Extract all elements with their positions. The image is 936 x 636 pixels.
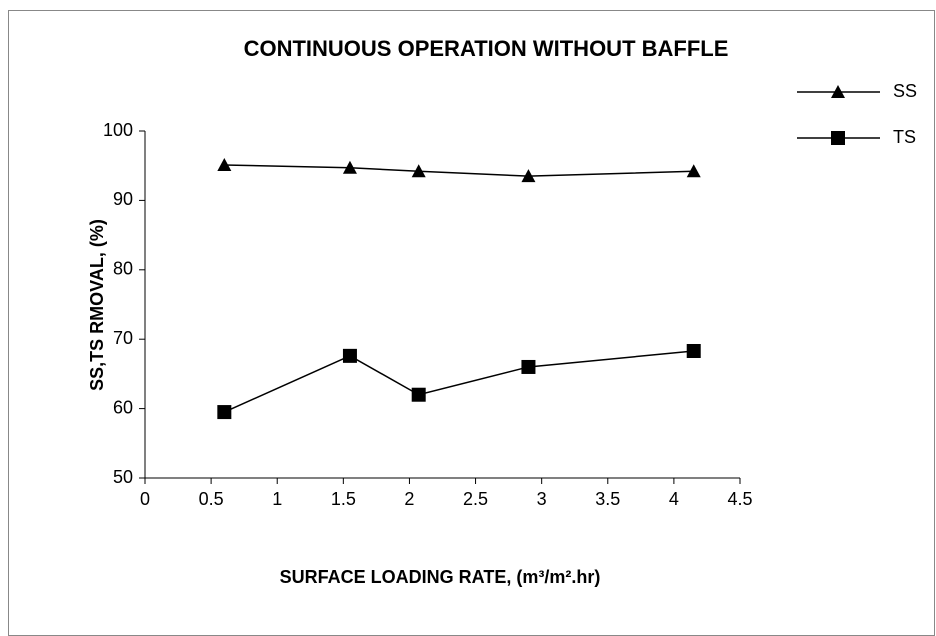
chart-title: CONTINUOUS OPERATION WITHOUT BAFFLE <box>244 36 729 61</box>
legend-marker <box>831 85 845 98</box>
x-axis-label: SURFACE LOADING RATE, (m³/m².hr) <box>280 567 601 587</box>
marker <box>342 348 357 363</box>
marker <box>342 160 357 174</box>
frame <box>8 10 935 636</box>
x-tick-label: 2 <box>404 489 414 509</box>
x-tick-label: 2.5 <box>463 489 488 509</box>
x-tick-label: 3.5 <box>595 489 620 509</box>
y-tick-label: 90 <box>113 189 133 209</box>
x-tick-label: 0.5 <box>199 489 224 509</box>
marker <box>411 164 426 178</box>
y-tick-label: 70 <box>113 328 133 348</box>
y-tick-label: 80 <box>113 259 133 279</box>
y-axis-label: SS,TS RMOVAL, (%) <box>87 219 107 391</box>
legend-label: TS <box>893 127 916 147</box>
marker <box>217 405 232 420</box>
x-tick-label: 3 <box>537 489 547 509</box>
y-tick-label: 50 <box>113 467 133 487</box>
series-line <box>224 164 694 177</box>
marker <box>521 359 536 374</box>
x-tick-label: 1 <box>272 489 282 509</box>
marker <box>217 158 232 172</box>
y-tick-label: 100 <box>103 120 133 140</box>
x-tick-label: 1.5 <box>331 489 356 509</box>
x-tick-label: 4.5 <box>727 489 752 509</box>
marker <box>686 343 701 358</box>
legend-marker <box>831 131 845 145</box>
marker <box>521 169 536 183</box>
legend-label: SS <box>893 81 917 101</box>
marker <box>686 164 701 178</box>
y-tick-label: 60 <box>113 397 133 417</box>
x-tick-label: 0 <box>140 489 150 509</box>
series-line <box>224 350 694 413</box>
x-tick-label: 4 <box>669 489 679 509</box>
marker <box>411 387 426 402</box>
